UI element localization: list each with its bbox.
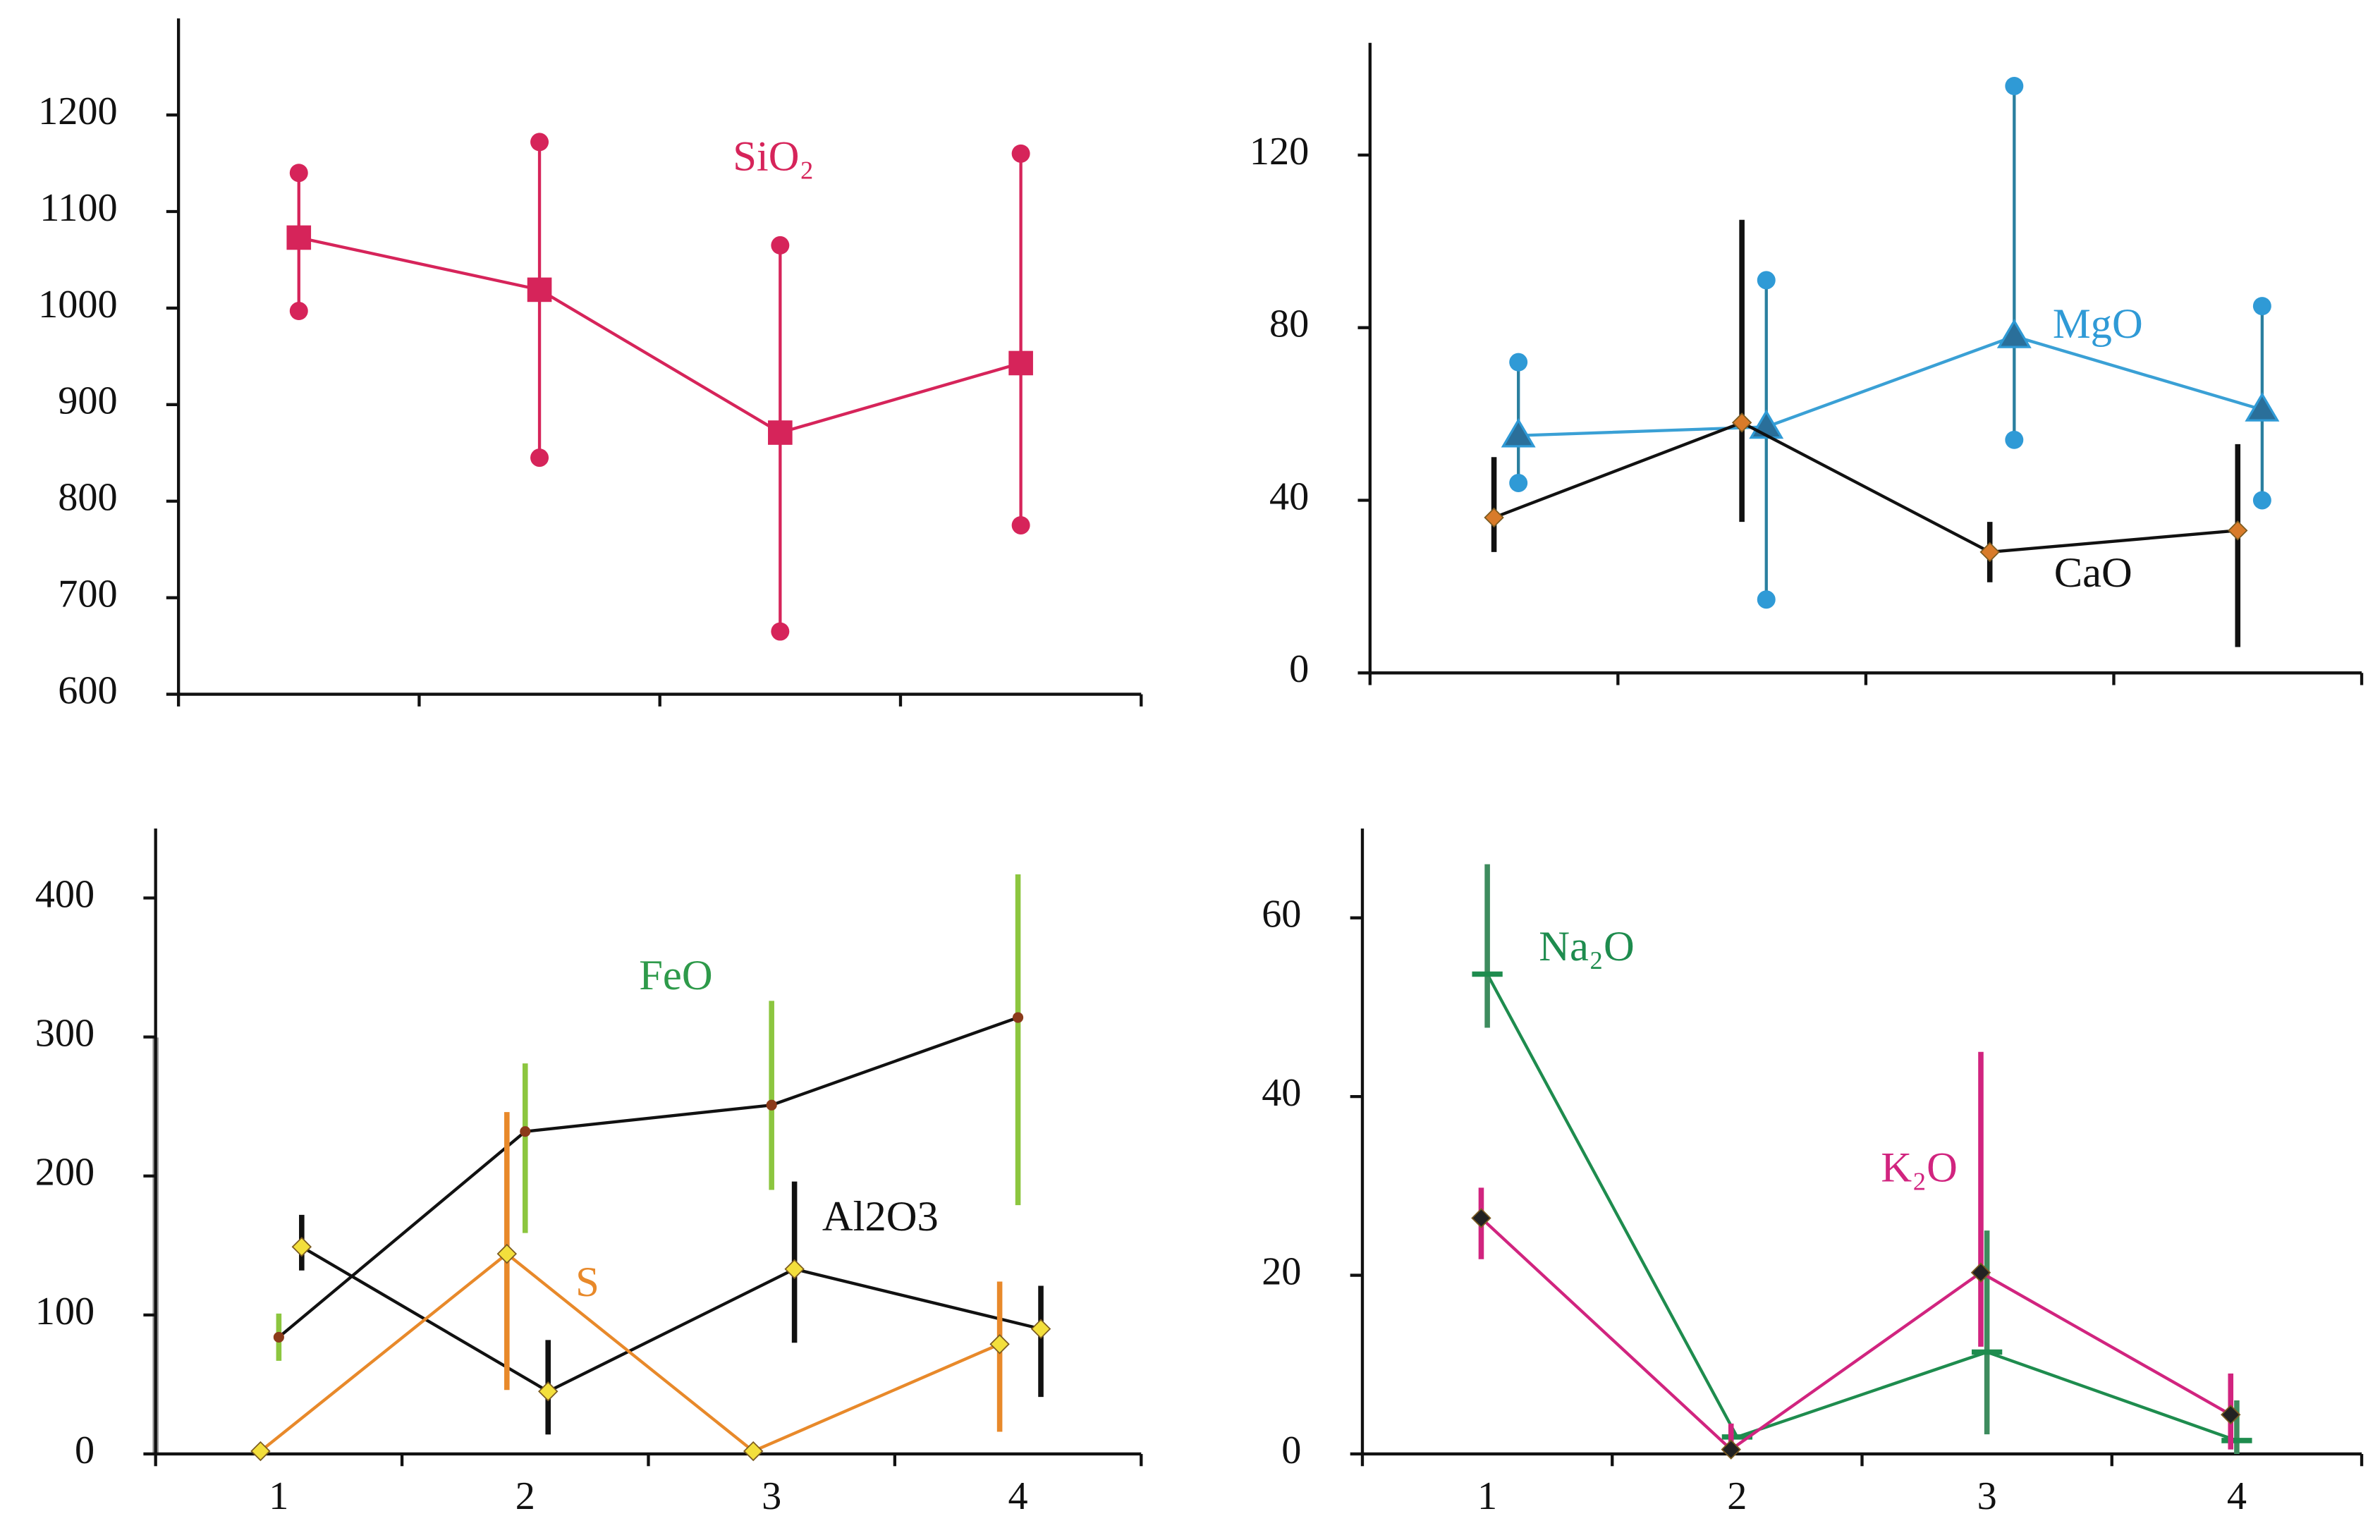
y-tick-label: 0 <box>1289 647 1309 691</box>
marker <box>1484 507 1504 528</box>
error-cap <box>1757 590 1776 609</box>
x-tick-label: 4 <box>2227 1474 2247 1518</box>
marker <box>273 1331 284 1343</box>
x-tick-label: 3 <box>1977 1474 1997 1518</box>
marker <box>2245 392 2280 422</box>
series-label: MgO <box>2053 300 2143 348</box>
marker <box>1721 1439 1741 1460</box>
y-tick-label: 1100 <box>39 186 117 230</box>
series-line <box>300 1245 1042 1393</box>
y-tick-label: 600 <box>58 668 117 712</box>
x-tick-label: 1 <box>269 1474 288 1518</box>
marker <box>989 1334 1010 1355</box>
error-cap <box>1509 474 1528 492</box>
y-tick-label: 60 <box>1262 893 1301 936</box>
series-line <box>298 236 1022 434</box>
x-tick-label: 1 <box>1477 1474 1497 1518</box>
y-tick-label: 120 <box>1250 130 1309 173</box>
series-label: Al2O3 <box>822 1193 939 1240</box>
series-line <box>260 1252 1001 1453</box>
marker <box>250 1441 271 1462</box>
y-tick-label: 0 <box>1281 1429 1301 1472</box>
error-cap <box>2005 430 2024 449</box>
y-tick-label: 20 <box>1262 1249 1301 1293</box>
y-tick-label: 400 <box>35 872 94 916</box>
x-tick-label: 2 <box>515 1474 535 1518</box>
error-cap <box>289 164 308 183</box>
error-cap <box>2005 76 2024 95</box>
error-cap <box>1011 515 1030 534</box>
error-cap <box>771 236 790 255</box>
marker <box>496 1243 518 1264</box>
marker <box>1996 319 2032 348</box>
error-cap <box>2252 491 2271 510</box>
x-tick-label: 2 <box>1727 1474 1747 1518</box>
series-line <box>1493 420 2238 554</box>
marker <box>1008 350 1033 376</box>
series-line <box>1518 334 2263 437</box>
error-cap <box>1757 271 1776 290</box>
marker <box>1979 542 2000 563</box>
series-line <box>1486 973 2238 1443</box>
series-label: K₂O <box>1881 1144 1958 1192</box>
x-tick-label: 3 <box>762 1474 781 1518</box>
y-tick-label: 0 <box>75 1429 94 1472</box>
series-label: S <box>575 1259 599 1306</box>
y-tick-label: 80 <box>1269 302 1309 346</box>
marker <box>527 277 552 302</box>
marker <box>1030 1319 1051 1339</box>
marker <box>768 420 793 445</box>
series-label: FeO <box>639 952 712 999</box>
error-cap <box>2252 297 2271 316</box>
marker <box>1012 1012 1024 1023</box>
error-cap <box>289 302 308 320</box>
marker <box>286 225 312 250</box>
y-tick-label: 300 <box>35 1012 94 1056</box>
marker <box>1970 1262 1991 1283</box>
y-tick-label: 800 <box>58 476 117 520</box>
series-line <box>277 1015 1019 1339</box>
marker <box>2228 520 2248 541</box>
error-cap <box>530 133 549 152</box>
marker <box>743 1441 764 1462</box>
series-label: SiO₂ <box>733 133 814 180</box>
error-cap <box>1011 144 1030 163</box>
y-tick-label: 40 <box>1269 475 1309 518</box>
y-tick-label: 100 <box>35 1290 94 1333</box>
marker <box>2221 1405 2241 1425</box>
marker <box>766 1099 777 1111</box>
marker <box>1471 1208 1491 1228</box>
y-tick-label: 900 <box>58 379 117 423</box>
marker <box>520 1126 531 1137</box>
y-tick-label: 40 <box>1262 1071 1301 1115</box>
marker <box>538 1381 559 1402</box>
series-label: CaO <box>2054 549 2132 597</box>
series-label: Na₂O <box>1539 923 1634 970</box>
marker <box>784 1259 805 1280</box>
marker <box>291 1237 312 1257</box>
y-tick-label: 200 <box>35 1151 94 1194</box>
y-tick-label: 1000 <box>38 283 117 326</box>
y-tick-label: 1200 <box>38 90 117 133</box>
error-cap <box>771 622 790 641</box>
marker <box>1731 412 1752 433</box>
x-tick-label: 4 <box>1008 1474 1028 1518</box>
y-tick-label: 700 <box>58 573 117 616</box>
error-cap <box>530 448 549 468</box>
series-line <box>1479 1216 2232 1452</box>
error-cap <box>1509 353 1528 372</box>
marker <box>1501 417 1536 448</box>
